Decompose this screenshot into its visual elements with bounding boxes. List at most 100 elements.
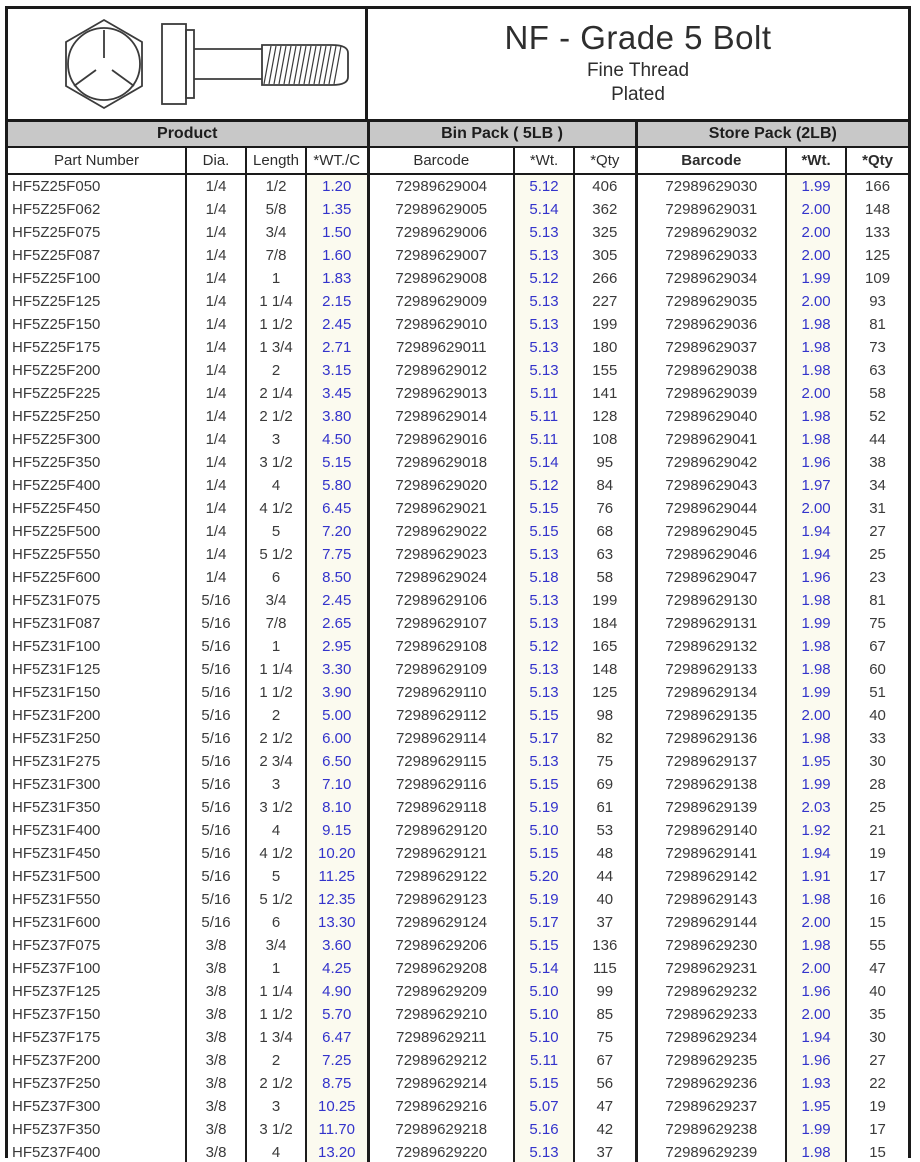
cell-store-barcode: 72989629143	[636, 888, 788, 911]
cell-bin-wt: 5.20	[514, 865, 576, 888]
cell-bin-qty: 108	[574, 428, 638, 451]
cell-length: 5	[246, 520, 307, 543]
cell-dia: 5/16	[186, 704, 247, 727]
cell-store-wt: 2.00	[786, 704, 848, 727]
cell-wt-per-c: 5.70	[306, 1003, 370, 1026]
cell-dia: 5/16	[186, 635, 247, 658]
cell-store-barcode: 72989629038	[636, 359, 788, 382]
cell-part-number: HF5Z37F125	[8, 980, 187, 1003]
cell-bin-barcode: 72989629020	[368, 474, 516, 497]
cell-wt-per-c: 11.70	[306, 1118, 370, 1141]
cell-bin-barcode: 72989629210	[368, 1003, 516, 1026]
cell-part-number: HF5Z37F400	[8, 1141, 187, 1162]
cell-store-wt: 2.00	[786, 382, 848, 405]
cell-wt-per-c: 2.45	[306, 589, 370, 612]
cell-length: 2	[246, 1049, 307, 1072]
cell-store-wt: 1.98	[786, 589, 848, 612]
cell-store-barcode: 72989629142	[636, 865, 788, 888]
cell-bin-qty: 136	[574, 934, 638, 957]
cell-bin-barcode: 72989629021	[368, 497, 516, 520]
cell-store-qty: 15	[869, 1144, 886, 1161]
cell-wt-per-c: 2.65	[306, 612, 370, 635]
cell-dia: 5/16	[186, 727, 247, 750]
cell-store-wt: 1.99	[786, 612, 848, 635]
cell-length: 1	[246, 957, 307, 980]
cell-store-wt: 2.00	[786, 290, 848, 313]
cell-store-wt: 1.95	[786, 750, 848, 773]
cell-store-barcode: 72989629032	[636, 221, 788, 244]
cell-bin-wt: 5.07	[514, 1095, 576, 1118]
cell-store-wt: 2.00	[786, 957, 848, 980]
cell-part-number: HF5Z25F050	[8, 174, 187, 198]
cell-bin-barcode: 72989629107	[368, 612, 516, 635]
cell-bin-qty: 199	[574, 589, 638, 612]
cell-bin-barcode: 72989629218	[368, 1118, 516, 1141]
cell-store-barcode: 72989629230	[636, 934, 788, 957]
cell-store-wt: 1.98	[786, 428, 848, 451]
cell-bin-wt: 5.12	[514, 267, 576, 290]
cell-store-wt: 1.92	[786, 819, 848, 842]
cell-store-qty: 52	[869, 408, 886, 425]
cell-dia: 3/8	[186, 1049, 247, 1072]
col-part-number: Part Number	[8, 147, 187, 175]
cell-store-qty: 17	[869, 1121, 886, 1138]
cell-dia: 5/16	[186, 888, 247, 911]
cell-store-barcode: 72989629130	[636, 589, 788, 612]
cell-bin-qty: 325	[574, 221, 638, 244]
cell-bin-qty: 95	[574, 451, 638, 474]
table-row: HF5Z25F350 1/4 3 1/2 5.15 72989629018 5.…	[8, 451, 908, 474]
cell-part-number: HF5Z31F450	[8, 842, 187, 865]
cell-store-wt: 1.96	[786, 980, 848, 1003]
cell-bin-barcode: 72989629011	[368, 336, 516, 359]
col-store-wt: *Wt.	[786, 147, 848, 175]
cell-bin-barcode: 72989629214	[368, 1072, 516, 1095]
cell-store-barcode: 72989629133	[636, 658, 788, 681]
col-store-barcode: Barcode	[636, 147, 788, 175]
cell-bin-barcode: 72989629106	[368, 589, 516, 612]
cell-wt-per-c: 1.60	[306, 244, 370, 267]
cell-bin-barcode: 72989629121	[368, 842, 516, 865]
cell-bin-wt: 5.15	[514, 520, 576, 543]
cell-store-wt: 1.96	[786, 451, 848, 474]
cell-bin-barcode: 72989629008	[368, 267, 516, 290]
cell-bin-qty: 99	[574, 980, 638, 1003]
hex-bolt-icon	[64, 18, 349, 110]
cell-store-wt: 1.99	[786, 681, 848, 704]
cell-store-qty: 23	[869, 569, 886, 586]
cell-length: 2 1/2	[246, 405, 307, 428]
cell-store-barcode: 72989629040	[636, 405, 788, 428]
cell-store-barcode: 72989629031	[636, 198, 788, 221]
cell-store-wt: 1.98	[786, 1141, 848, 1162]
cell-bin-barcode: 72989629212	[368, 1049, 516, 1072]
cell-store-barcode: 72989629033	[636, 244, 788, 267]
cell-wt-per-c: 1.20	[306, 174, 370, 198]
cell-store-wt: 1.99	[786, 174, 848, 198]
cell-store-qty: 63	[869, 362, 886, 379]
cell-store-qty: 133	[865, 224, 891, 241]
cell-store-qty: 75	[869, 615, 886, 632]
cell-part-number: HF5Z25F400	[8, 474, 187, 497]
cell-store-wt: 1.94	[786, 520, 848, 543]
cell-store-barcode: 72989629141	[636, 842, 788, 865]
cell-dia: 5/16	[186, 681, 247, 704]
table-row: HF5Z25F075 1/4 3/4 1.50 72989629006 5.13…	[8, 221, 908, 244]
table-row: HF5Z31F200 5/16 2 5.00 72989629112 5.15 …	[8, 704, 908, 727]
cell-wt-per-c: 5.00	[306, 704, 370, 727]
cell-store-wt: 2.00	[786, 244, 848, 267]
cell-dia: 1/4	[186, 198, 247, 221]
cell-part-number: HF5Z31F300	[8, 773, 187, 796]
cell-bin-qty: 82	[574, 727, 638, 750]
cell-dia: 1/4	[186, 566, 247, 589]
cell-bin-wt: 5.16	[514, 1118, 576, 1141]
cell-bin-wt: 5.13	[514, 750, 576, 773]
cell-bin-wt: 5.13	[514, 612, 576, 635]
col-bin-wt: *Wt.	[514, 147, 576, 175]
cell-length: 2 1/2	[246, 1072, 307, 1095]
cell-store-barcode: 72989629231	[636, 957, 788, 980]
cell-part-number: HF5Z25F600	[8, 566, 187, 589]
cell-bin-qty: 125	[574, 681, 638, 704]
cell-part-number: HF5Z25F175	[8, 336, 187, 359]
cell-bin-barcode: 72989629108	[368, 635, 516, 658]
cell-bin-wt: 5.13	[514, 658, 576, 681]
cell-bin-barcode: 72989629024	[368, 566, 516, 589]
